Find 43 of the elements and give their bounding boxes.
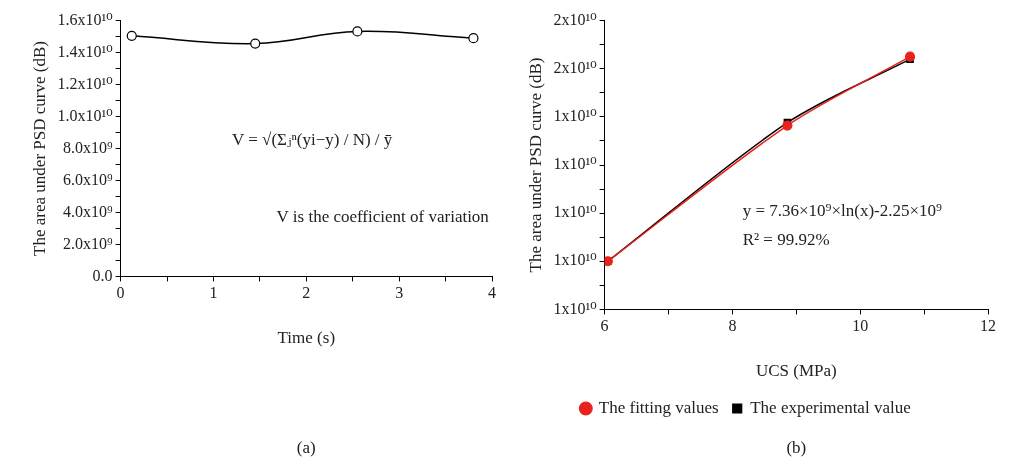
x-tick-label: 10 — [852, 317, 869, 335]
x-axis-title: UCS (MPa) — [755, 361, 837, 381]
point — [126, 30, 137, 41]
point — [468, 33, 479, 44]
text: (a) — [296, 438, 316, 458]
y-tick-label: 1.2x10¹⁰ — [57, 74, 113, 92]
y-tick-label: 1x10¹⁰ — [553, 107, 597, 125]
y-tick-label: 2x10¹⁰ — [553, 10, 597, 28]
y-tick-label: 2.0x10⁹ — [63, 234, 114, 252]
y-axis-title: The area under PSD curve (dB) — [29, 41, 49, 256]
x-tick-label: 8 — [728, 317, 737, 335]
annotation: R² = 99.92% — [742, 229, 830, 249]
y-tick-label: 8.0x10⁹ — [63, 138, 114, 156]
point — [904, 51, 916, 62]
annotation: V is the coefficient of variation — [276, 207, 490, 227]
y-axis-title: The area under PSD curve (dB) — [525, 57, 545, 273]
x-tick-label: 1 — [209, 284, 218, 302]
y-tick-label: 1x10¹⁰ — [553, 155, 597, 173]
y-tick-label: 6.0x10⁹ — [63, 170, 114, 188]
point — [250, 38, 261, 49]
x-tick-label: 3 — [395, 284, 404, 302]
y-tick-label: 0.0 — [92, 266, 113, 284]
x-tick-label: 0 — [116, 284, 125, 302]
legend-label: The experimental value — [750, 397, 911, 417]
x-axis-title: Time (s) — [277, 328, 336, 348]
y-tick-label: 2x10¹⁰ — [553, 58, 597, 76]
point — [352, 26, 363, 37]
legend-label: The fitting values — [598, 397, 719, 417]
y-tick-label: 1x10¹⁰ — [553, 299, 597, 317]
x-tick-label: 2 — [302, 284, 311, 302]
text: (b) — [786, 438, 807, 458]
x-tick-label: 12 — [980, 317, 996, 335]
y-tick-label: 4.0x10⁹ — [63, 202, 114, 220]
y-tick-label: 1x10¹⁰ — [553, 203, 597, 221]
x-tick-label: 6 — [600, 317, 609, 335]
annotation: y = 7.36×10⁹×ln(x)-2.25×10⁹ — [742, 200, 943, 220]
annotation: V = √(Σⱼⁿ(yi−y) / N) / ȳ — [232, 130, 393, 150]
y-tick-label: 1.0x10¹⁰ — [57, 106, 113, 124]
point — [782, 120, 793, 131]
y-tick-label: 1.4x10¹⁰ — [57, 42, 113, 60]
y-tick-label: 1x10¹⁰ — [553, 251, 597, 269]
x-tick-label: 4 — [488, 284, 496, 302]
y-tick-label: 1.6x10¹⁰ — [57, 10, 113, 28]
